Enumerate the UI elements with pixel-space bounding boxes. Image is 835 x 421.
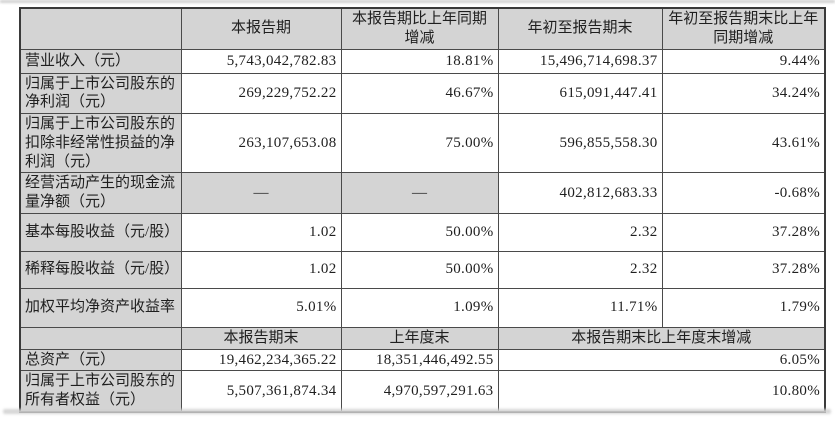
value-cell: 2.32 xyxy=(497,212,663,252)
value-cell: 263,107,653.08 xyxy=(180,112,342,174)
column-header-prior-year-end: 上年度末 xyxy=(340,326,499,350)
table-row-revenue: 营业收入（元） 5,743,042,782.83 18.81% 15,496,7… xyxy=(19,48,826,74)
value-cell: 1.02 xyxy=(180,250,342,289)
value-cell: 18,351,446,492.55 xyxy=(340,348,499,372)
table-row-diluted-eps: 稀释每股收益（元/股） 1.02 50.00% 2.32 37.28% xyxy=(19,250,826,289)
column-header-year-to-date-yoy: 年初至报告期末比上年同期增减 xyxy=(661,7,826,50)
value-cell: 5.01% xyxy=(180,287,342,328)
value-cell: 615,091,447.41 xyxy=(497,72,663,114)
table-row-basic-eps: 基本每股收益（元/股） 1.02 50.00% 2.32 37.28% xyxy=(19,212,826,252)
column-header-period-end-vs-prior-year-end: 本报告期末比上年度末增减 xyxy=(497,326,826,350)
row-label: 加权平均净资产收益率 xyxy=(19,287,182,328)
value-cell: 6.05% xyxy=(497,348,826,372)
value-cell: 43.61% xyxy=(661,112,826,174)
row-label: 归属于上市公司股东的所有者权益（元） xyxy=(19,370,182,413)
row-label: 经营活动产生的现金流量净额（元） xyxy=(19,172,182,214)
value-cell: 9.44% xyxy=(661,48,826,74)
value-cell: 1.09% xyxy=(340,287,499,328)
row-label: 稀释每股收益（元/股） xyxy=(19,250,182,289)
header-row-period-end: 本报告期末 上年度末 本报告期末比上年度末增减 xyxy=(19,326,826,350)
table-row-weighted-avg-roe: 加权平均净资产收益率 5.01% 1.09% 11.71% 1.79% xyxy=(19,287,826,328)
column-header-year-to-date: 年初至报告期末 xyxy=(497,7,663,50)
value-cell: 11.71% xyxy=(497,287,663,328)
value-cell: 4,970,597,291.63 xyxy=(340,370,499,413)
value-cell: 75.00% xyxy=(340,112,499,174)
row-label: 归属于上市公司股东的扣除非经常性损益的净利润（元） xyxy=(19,112,182,174)
value-cell: 269,229,752.22 xyxy=(180,72,342,114)
value-cell: 5,743,042,782.83 xyxy=(180,48,342,74)
table-row-net-profit: 归属于上市公司股东的净利润（元） 269,229,752.22 46.67% 6… xyxy=(19,72,826,114)
value-cell: 2.32 xyxy=(497,250,663,289)
value-cell: 1.79% xyxy=(661,287,826,328)
value-cell: 596,855,558.30 xyxy=(497,112,663,174)
value-cell: 19,462,234,365.22 xyxy=(180,348,342,372)
row-label: 总资产（元） xyxy=(19,348,182,372)
value-cell: 10.80% xyxy=(497,370,826,413)
value-cell: 34.24% xyxy=(661,72,826,114)
value-cell: 5,507,361,874.34 xyxy=(180,370,342,413)
header-cell-empty xyxy=(19,326,182,350)
value-cell: 402,812,683.33 xyxy=(497,172,663,214)
value-cell: 46.67% xyxy=(340,72,499,114)
value-cell: 50.00% xyxy=(340,212,499,252)
value-cell: 37.28% xyxy=(661,250,826,289)
header-row-period: 本报告期 本报告期比上年同期增减 年初至报告期末 年初至报告期末比上年同期增减 xyxy=(19,7,826,50)
value-cell: 15,496,714,698.37 xyxy=(497,48,663,74)
value-cell: 37.28% xyxy=(661,212,826,252)
row-label: 归属于上市公司股东的净利润（元） xyxy=(19,72,182,114)
value-cell: 50.00% xyxy=(340,250,499,289)
table-row-net-profit-excl-nonrecurring: 归属于上市公司股东的扣除非经常性损益的净利润（元） 263,107,653.08… xyxy=(19,112,826,174)
row-label: 基本每股收益（元/股） xyxy=(19,212,182,252)
value-cell: 18.81% xyxy=(340,48,499,74)
table-row-operating-cash-flow: 经营活动产生的现金流量净额（元） — — 402,812,683.33 -0.6… xyxy=(19,172,826,214)
column-header-current-period: 本报告期 xyxy=(180,7,342,50)
value-cell-dash: — xyxy=(340,172,499,214)
header-cell-empty xyxy=(19,7,182,50)
cropped-content-above xyxy=(0,0,835,3)
value-cell: -0.68% xyxy=(661,172,826,214)
column-header-current-period-yoy: 本报告期比上年同期增减 xyxy=(340,7,499,50)
value-cell-dash: — xyxy=(180,172,342,214)
column-header-period-end: 本报告期末 xyxy=(180,326,342,350)
row-label: 营业收入（元） xyxy=(19,48,182,74)
table-row-equity-attributable-to-shareholders: 归属于上市公司股东的所有者权益（元） 5,507,361,874.34 4,97… xyxy=(19,370,826,413)
financial-summary-table: 本报告期 本报告期比上年同期增减 年初至报告期末 年初至报告期末比上年同期增减 … xyxy=(19,7,826,413)
cropped-content-below xyxy=(3,409,831,414)
value-cell: 1.02 xyxy=(180,212,342,252)
table-row-total-assets: 总资产（元） 19,462,234,365.22 18,351,446,492.… xyxy=(19,348,826,372)
